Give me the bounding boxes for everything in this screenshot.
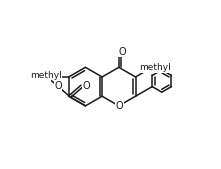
Text: O: O bbox=[118, 46, 126, 56]
Text: Br: Br bbox=[40, 72, 50, 82]
Text: methyl: methyl bbox=[139, 63, 171, 72]
Text: O: O bbox=[116, 101, 124, 111]
Text: methyl: methyl bbox=[30, 71, 62, 80]
Text: O: O bbox=[54, 81, 62, 91]
Text: O: O bbox=[82, 81, 90, 91]
